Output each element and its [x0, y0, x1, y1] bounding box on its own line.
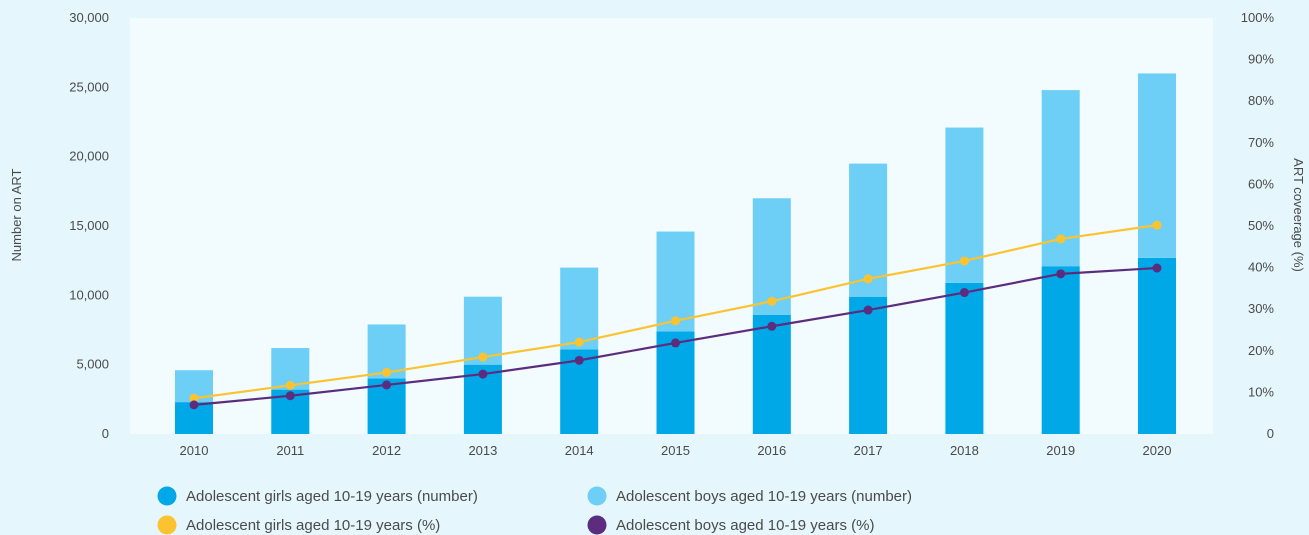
legend-item-girls-number: Adolescent girls aged 10-19 years (numbe…	[157, 486, 478, 506]
point-boys-percent-2011	[285, 391, 295, 401]
y2-tick-label: 60%	[1248, 176, 1274, 191]
y-tick-label: 25,000	[69, 79, 109, 94]
point-girls-percent-2015	[671, 316, 680, 326]
y-axis-title: Number on ART	[9, 168, 24, 261]
bar-boys-number-2020	[1138, 73, 1176, 258]
y2-axis-title: ART coveerage (%)	[1291, 158, 1306, 272]
legend-swatch	[587, 486, 607, 506]
y-tick-label: 10,000	[69, 287, 109, 302]
legend-label: Adolescent girls aged 10-19 years (numbe…	[186, 488, 478, 505]
y-tick-label: 20,000	[69, 149, 109, 164]
bar-boys-number-2016	[752, 198, 791, 315]
x-tick-label: 2015	[661, 443, 690, 458]
point-boys-percent-2015	[671, 338, 680, 348]
legend-label: Adolescent boys aged 10-19 years (%)	[616, 517, 874, 534]
point-boys-percent-2012	[382, 380, 392, 390]
legend-swatch	[587, 515, 607, 535]
x-tick-label: 2014	[565, 443, 594, 458]
y2-tick-label: 30%	[1248, 301, 1274, 316]
point-boys-percent-2020	[1152, 263, 1162, 273]
y-tick-label: 15,000	[69, 218, 109, 233]
y2-tick-label: 80%	[1248, 93, 1274, 108]
x-tick-label: 2019	[1046, 443, 1075, 458]
point-girls-percent-2017	[863, 274, 873, 284]
right-axis-ticks: 0 10% 20% 30% 40% 50% 60% 70% 80% 90% 100%	[1241, 10, 1275, 441]
lines-group	[189, 220, 1162, 410]
x-tick-label: 2012	[372, 443, 401, 458]
y2-tick-label: 0	[1267, 426, 1274, 441]
bar-girls-number-2018	[945, 282, 984, 434]
point-girls-percent-2013	[478, 352, 488, 362]
y2-tick-label: 70%	[1248, 135, 1274, 150]
x-tick-label: 2017	[854, 443, 883, 458]
point-girls-percent-2012	[382, 367, 392, 377]
x-axis-ticks: 2010 2011 2012 2013 2014 2015 2016 2017 2018 2019…	[180, 443, 1172, 458]
legend-label: Adolescent girls aged 10-19 years (%)	[186, 517, 440, 534]
legend-item-girls-percent: Adolescent girls aged 10-19 years (%)	[157, 515, 440, 535]
x-tick-label: 2010	[180, 443, 209, 458]
point-girls-percent-2019	[1056, 234, 1066, 244]
point-girls-percent-2016	[767, 296, 777, 306]
legend-item-boys-percent: Adolescent boys aged 10-19 years (%)	[587, 515, 874, 535]
legend-swatch	[157, 486, 177, 506]
legend-swatch	[157, 515, 177, 535]
point-girls-percent-2014	[574, 337, 584, 347]
y2-tick-label: 10%	[1248, 384, 1274, 399]
left-axis-ticks: 0 5,000 10,000 15,000 20,000 25,000 30,000	[69, 10, 109, 441]
point-girls-percent-2020	[1152, 220, 1162, 230]
bar-girls-number-2017	[849, 296, 888, 434]
legend: Adolescent girls aged 10-19 years (numbe…	[157, 486, 912, 535]
point-boys-percent-2013	[478, 369, 488, 379]
bar-boys-number-2015	[656, 231, 695, 332]
point-girls-percent-2018	[959, 256, 969, 266]
x-tick-label: 2011	[276, 443, 304, 458]
y-tick-label: 5,000	[76, 357, 109, 372]
y2-tick-label: 100%	[1241, 10, 1275, 25]
y2-tick-label: 90%	[1248, 52, 1274, 67]
point-boys-percent-2017	[863, 305, 873, 315]
bar-girls-number-2020	[1138, 257, 1176, 434]
bar-boys-number-2014	[560, 267, 599, 350]
bar-girls-number-2015	[656, 331, 695, 434]
point-boys-percent-2010	[189, 400, 199, 410]
bar-girls-number-2019	[1041, 266, 1080, 434]
legend-label: Adolescent boys aged 10-19 years (number…	[616, 488, 912, 505]
point-boys-percent-2018	[959, 288, 969, 298]
point-girls-percent-2011	[285, 380, 295, 390]
x-tick-label: 2013	[468, 443, 497, 458]
point-boys-percent-2016	[767, 321, 777, 331]
y-tick-label: 30,000	[69, 10, 109, 25]
y2-tick-label: 20%	[1248, 343, 1274, 358]
bar-girls-number-2016	[752, 314, 791, 434]
y2-tick-label: 40%	[1248, 260, 1274, 275]
x-tick-label: 2020	[1143, 443, 1172, 458]
point-boys-percent-2014	[574, 355, 584, 365]
point-boys-percent-2019	[1056, 269, 1066, 279]
y-tick-label: 0	[102, 426, 109, 441]
y2-tick-label: 50%	[1248, 218, 1274, 233]
legend-item-boys-number: Adolescent boys aged 10-19 years (number…	[587, 486, 912, 506]
point-girls-percent-2010	[189, 393, 199, 403]
bars-group	[175, 73, 1176, 434]
x-tick-label: 2018	[950, 443, 979, 458]
x-tick-label: 2016	[757, 443, 786, 458]
